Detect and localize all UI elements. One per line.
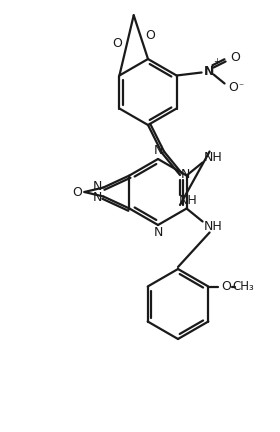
Text: ⁻: ⁻ — [238, 83, 243, 92]
Text: O: O — [73, 185, 82, 198]
Text: N: N — [153, 226, 163, 239]
Text: N: N — [203, 65, 214, 78]
Text: NH: NH — [204, 220, 223, 233]
Text: N: N — [93, 180, 102, 193]
Text: O: O — [221, 280, 231, 293]
Text: +: + — [213, 57, 220, 66]
Text: CH₃: CH₃ — [232, 280, 254, 293]
Text: NH: NH — [179, 194, 197, 207]
Text: O: O — [229, 81, 239, 94]
Text: O: O — [231, 51, 241, 64]
Text: N: N — [180, 168, 190, 181]
Text: O: O — [145, 29, 155, 41]
Text: O: O — [113, 37, 123, 50]
Text: NH: NH — [204, 151, 223, 164]
Text: N: N — [153, 144, 163, 158]
Text: N: N — [93, 191, 102, 204]
